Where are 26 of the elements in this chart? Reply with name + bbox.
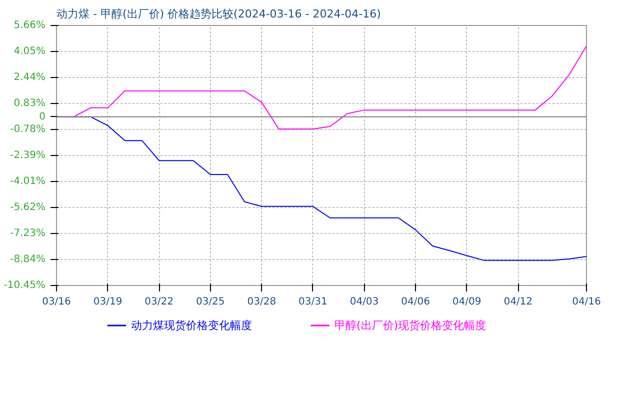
y-tick-label: 0.83% [14,98,46,109]
x-tick-label: 04/12 [504,296,533,308]
y-tick-label: 2.44% [14,72,46,83]
legend-label: 甲醇(出厂价)现货价格变化幅度 [334,319,486,332]
y-tick-label: 5.66% [14,20,46,31]
chart-title: 动力煤 - 甲醇(出厂价) 价格趋势比较(2024-03-16 - 2024-04-16) [56,8,381,20]
x-tick-label: 03/31 [298,296,328,308]
legend-label: 动力煤现货价格变化幅度 [131,319,252,332]
x-tick-label: 04/03 [350,296,379,308]
x-tick-label: 04/09 [452,296,482,308]
x-tick-label: 04/16 [572,296,601,308]
x-tick-label: 03/25 [196,296,225,308]
y-tick-label: -2.39% [10,150,46,161]
y-tick-label: -8.84% [10,254,46,266]
y-tick-label: -0.78% [10,124,46,135]
x-tick-label: 04/06 [401,296,430,308]
y-tick-label: 4.05% [14,46,46,57]
y-tick-label: -7.23% [10,228,46,240]
x-tick-label: 03/22 [144,296,174,308]
x-tick-label: 03/19 [93,296,122,308]
x-tick-label: 03/28 [247,296,276,308]
x-tick-label: 03/16 [42,296,71,308]
y-tick-label: -5.62% [10,202,46,214]
y-tick-label: -10.45% [4,280,46,291]
y-tick-label: 0 [39,111,46,122]
y-tick-label: -4.01% [10,176,46,188]
